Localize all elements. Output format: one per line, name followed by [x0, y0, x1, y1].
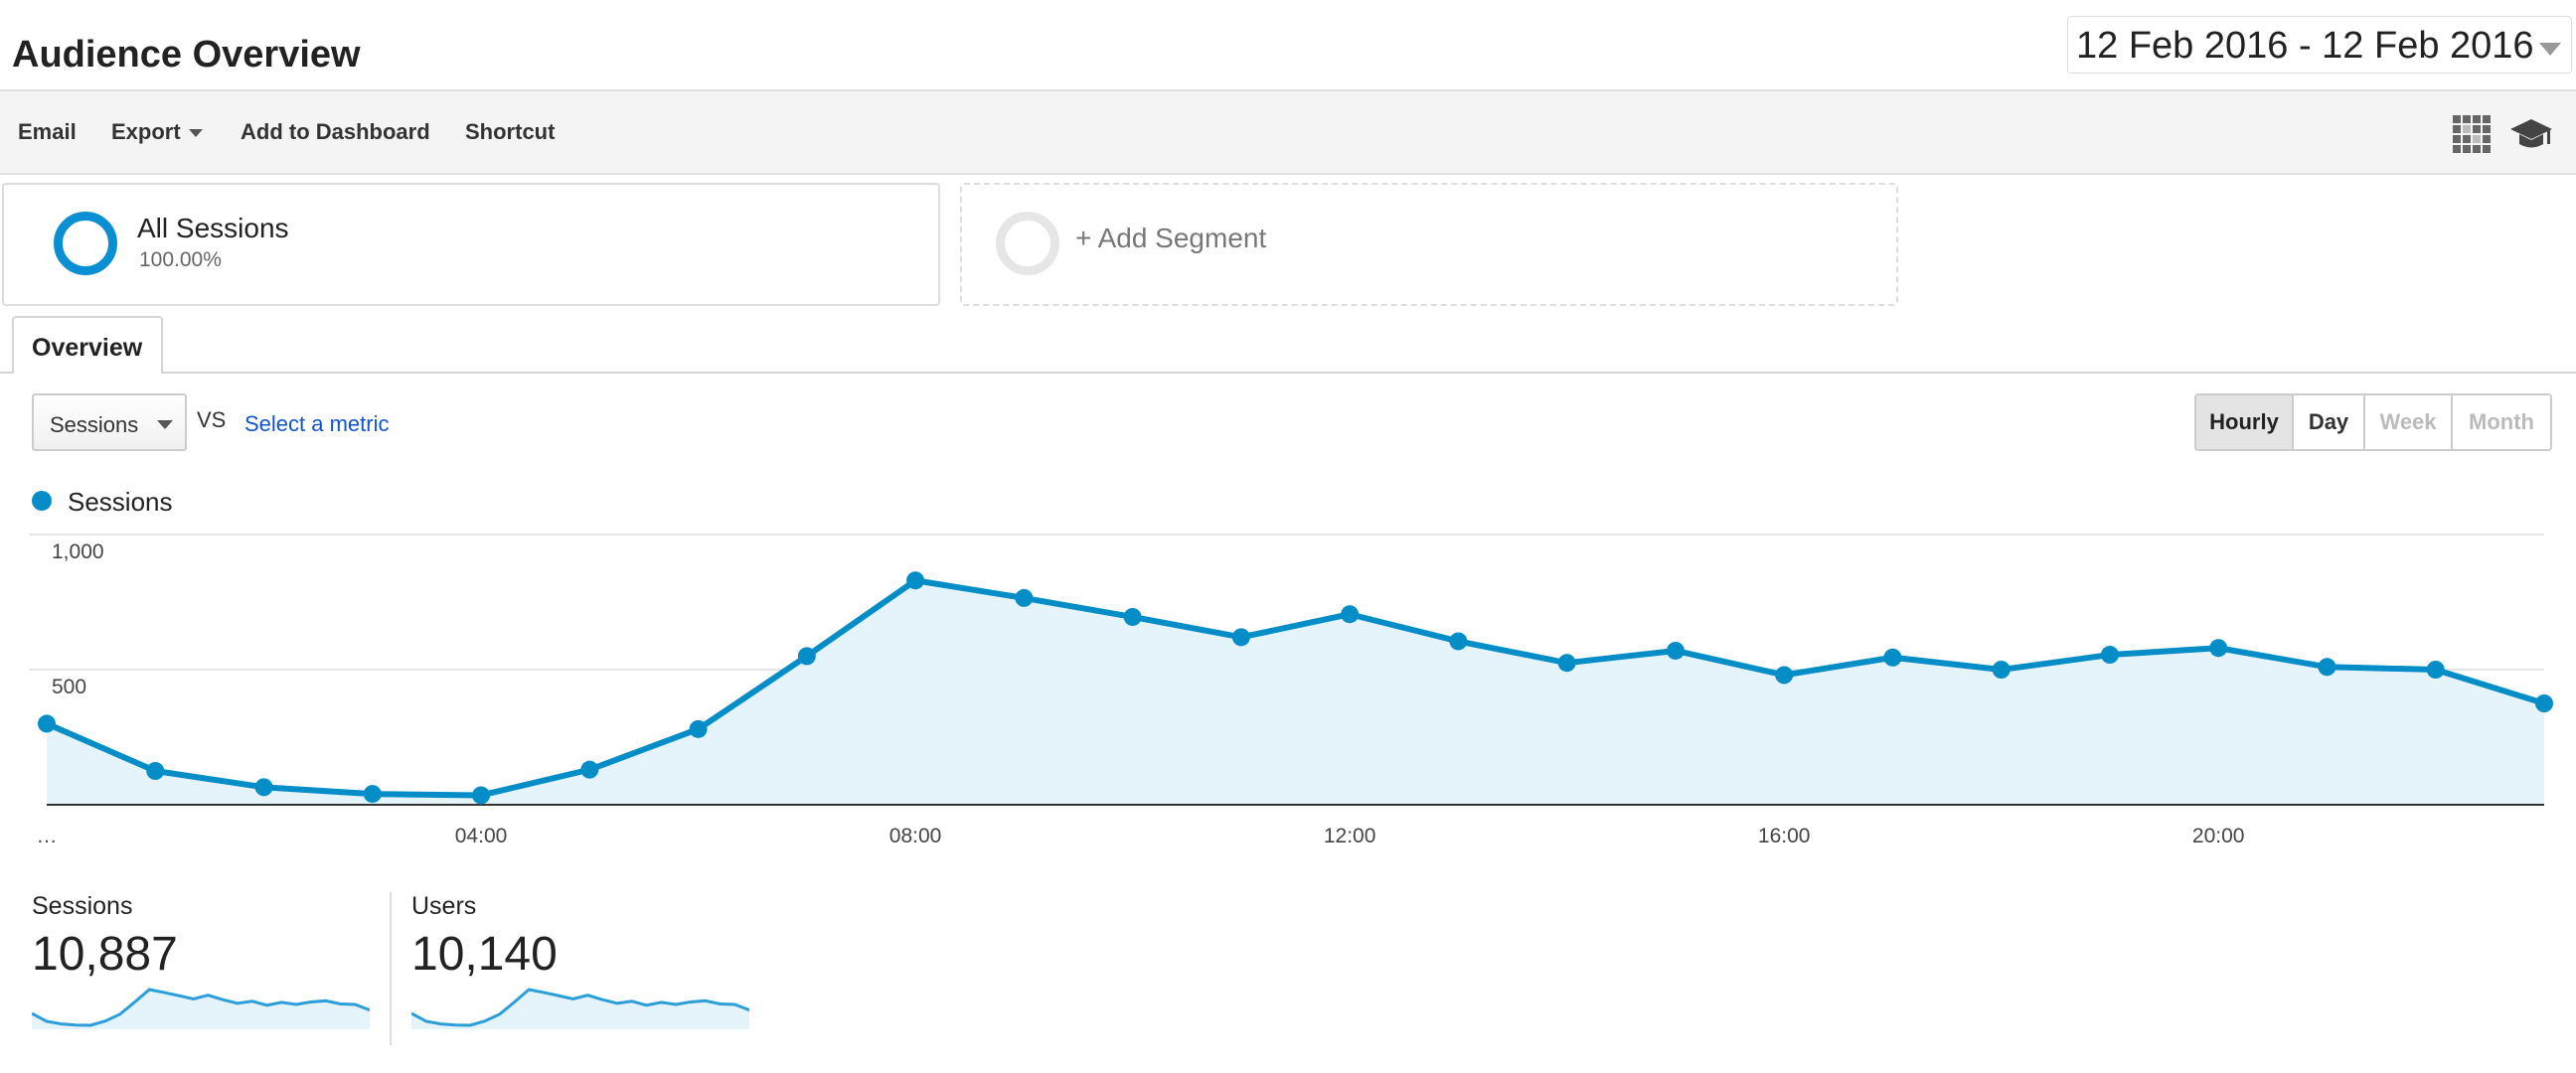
sessions-sparkline: [32, 988, 370, 1029]
grid-icon[interactable]: [2453, 115, 2491, 153]
report-toolbar: Email Export Add to Dashboard Shortcut: [0, 91, 2576, 175]
data-point: [2100, 646, 2119, 665]
tab-label: Overview: [32, 334, 143, 362]
date-range-label: 12 Feb 2016 - 12 Feb 2016: [2076, 25, 2534, 67]
export-button[interactable]: Export: [111, 119, 203, 145]
data-point: [906, 571, 925, 590]
legend-marker: [32, 491, 52, 511]
graduation-cap-icon[interactable]: [2508, 111, 2554, 157]
email-button[interactable]: Email: [18, 119, 77, 144]
stat-value: 10,887: [32, 928, 178, 981]
users-sparkline: [411, 988, 749, 1029]
stat-name: Sessions: [32, 892, 133, 920]
data-point: [1123, 607, 1142, 626]
data-point: [254, 778, 273, 797]
data-point: [1341, 605, 1360, 624]
legend-label: Sessions: [68, 487, 173, 517]
data-point: [146, 762, 165, 780]
stat-users[interactable]: Users 10,140: [411, 892, 558, 982]
chevron-down-icon: [188, 129, 203, 138]
page-header: Audience Overview 12 Feb 2016 - 12 Feb 2…: [0, 0, 2576, 91]
sessions-series-line: [45, 577, 2545, 799]
chevron-down-icon: [2539, 43, 2561, 56]
tab-divider: [0, 372, 2576, 374]
stat-name: Users: [411, 892, 477, 920]
granularity-month-button: Month: [2451, 393, 2552, 451]
data-point: [1883, 648, 1902, 667]
sparkline-area: [32, 990, 370, 1029]
x-tick-label: 16:00: [1758, 825, 1811, 844]
data-point: [1449, 632, 1468, 651]
segment-name: All Sessions: [137, 213, 289, 243]
x-tick-label: 20:00: [2192, 825, 2245, 844]
add-to-dashboard-button[interactable]: Add to Dashboard: [241, 119, 430, 144]
page-title: Audience Overview: [12, 34, 361, 76]
export-label: Export: [111, 119, 181, 144]
data-point: [38, 714, 56, 733]
add-segment-button[interactable]: + Add Segment: [960, 183, 1898, 306]
data-point: [2318, 658, 2336, 677]
granularity-day-button[interactable]: Day: [2292, 393, 2365, 451]
data-point: [1231, 628, 1250, 647]
shortcut-button[interactable]: Shortcut: [465, 119, 556, 144]
x-tick-label: …: [37, 825, 58, 844]
stat-value: 10,140: [411, 928, 558, 981]
data-point: [797, 647, 816, 666]
data-point: [2426, 661, 2445, 679]
select-metric-link[interactable]: Select a metric: [244, 411, 390, 436]
data-point: [1557, 654, 1576, 673]
empty-donut-icon: [996, 212, 1059, 275]
data-point: [1992, 661, 2011, 679]
y-tick-label: 500: [52, 676, 86, 698]
y-tick-label: 1,000: [52, 540, 104, 563]
stat-divider: [390, 892, 392, 1045]
sessions-area: [47, 580, 2544, 805]
sparkline-line: [32, 988, 370, 1027]
data-point: [1775, 666, 1794, 685]
sessions-line-chart[interactable]: 1,000 500 … 04:00 08:00 12:00 16:00 20:00: [0, 517, 2576, 844]
add-segment-label: + Add Segment: [1075, 223, 1267, 253]
sparkline-line: [411, 988, 749, 1027]
vs-label: VS: [197, 407, 227, 432]
chevron-down-icon: [157, 420, 173, 429]
segment-percent: 100.00%: [139, 248, 222, 271]
metric-select[interactable]: Sessions: [32, 393, 187, 451]
x-tick-label: 04:00: [455, 825, 508, 844]
granularity-week-button: Week: [2363, 393, 2453, 451]
segment-donut-icon: [54, 212, 117, 275]
stat-sessions[interactable]: Sessions 10,887: [32, 892, 178, 982]
data-point: [1666, 641, 1685, 660]
tab-overview[interactable]: Overview: [12, 316, 163, 374]
data-point: [2209, 639, 2228, 658]
date-range-picker[interactable]: 12 Feb 2016 - 12 Feb 2016: [2067, 16, 2572, 74]
segment-all-sessions[interactable]: All Sessions 100.00%: [2, 183, 940, 306]
data-point: [689, 719, 708, 738]
granularity-hourly-button[interactable]: Hourly: [2194, 393, 2294, 451]
data-point: [2535, 694, 2553, 712]
data-point: [363, 785, 382, 804]
sparkline-area: [411, 990, 749, 1029]
x-tick-label: 12:00: [1324, 825, 1376, 844]
metric-select-value: Sessions: [50, 412, 139, 437]
data-point: [580, 760, 599, 779]
data-point: [1015, 588, 1034, 607]
x-tick-label: 08:00: [889, 825, 942, 844]
data-point: [472, 786, 491, 805]
